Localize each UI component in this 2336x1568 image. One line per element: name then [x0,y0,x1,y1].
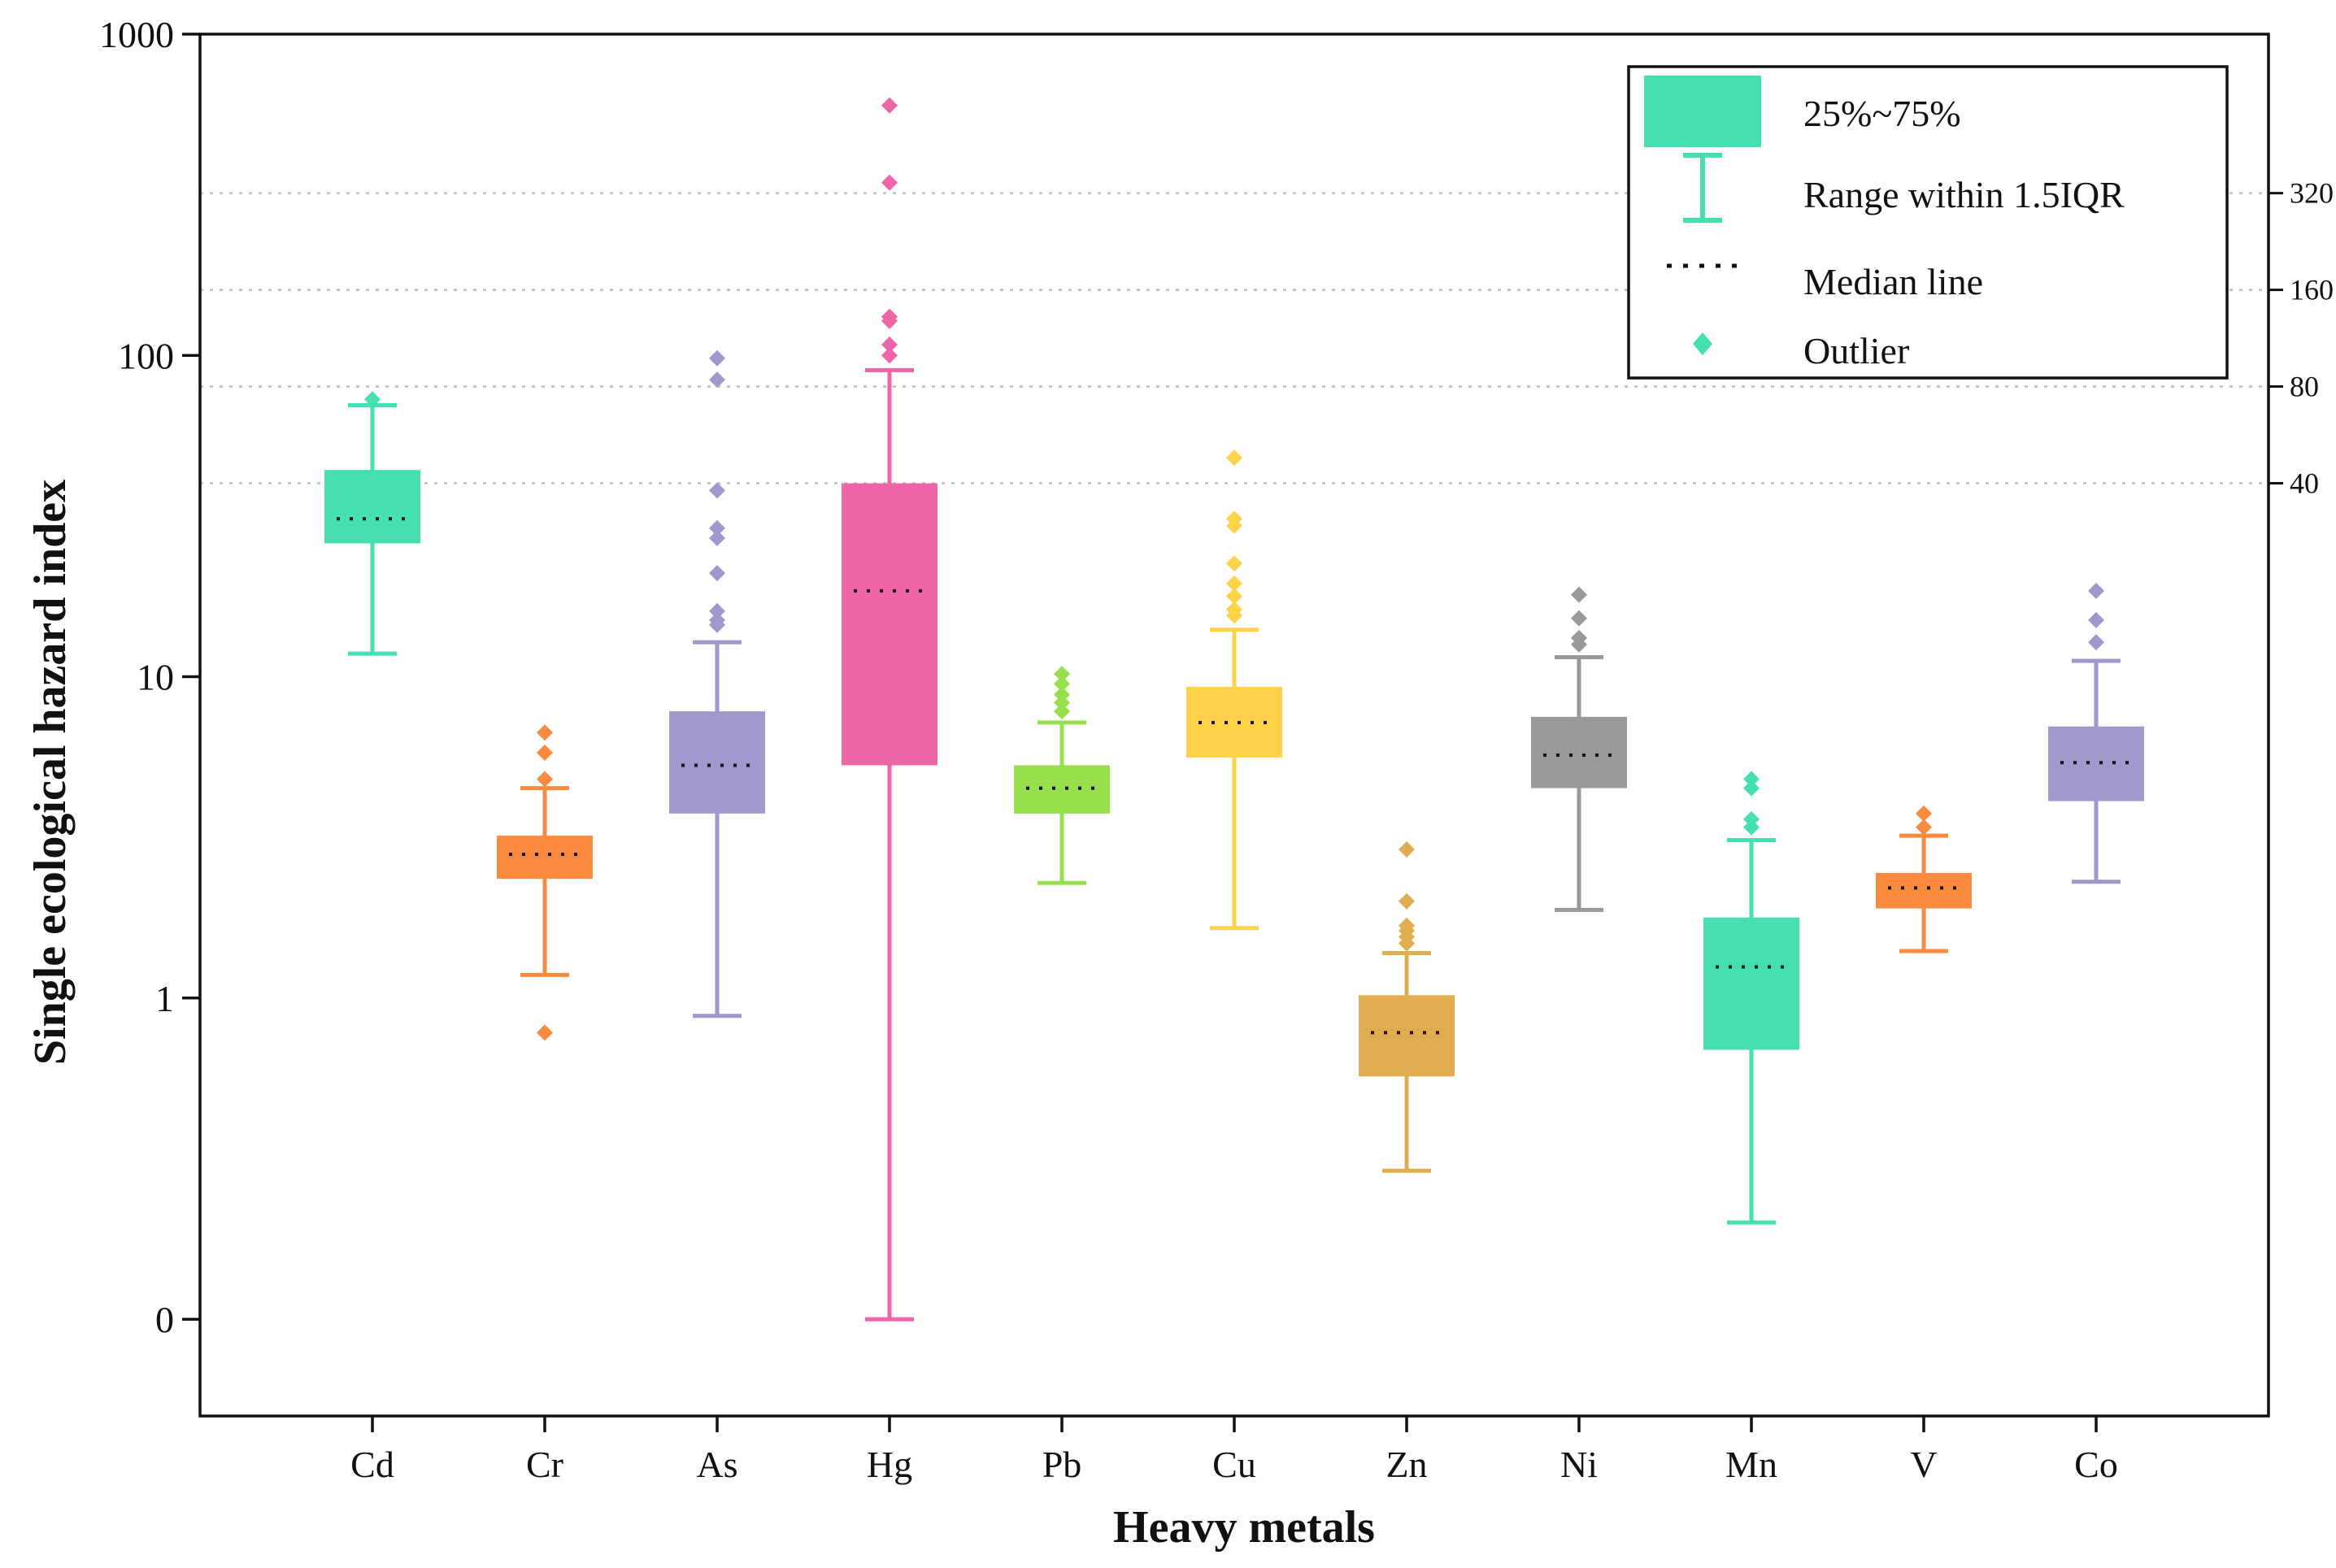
y-tick-label-10: 10 [137,657,174,698]
x-tick-label-cr: Cr [526,1444,563,1485]
outlier-co-2 [2088,582,2104,599]
iqr-box-cr [497,836,593,880]
box-cr [497,724,593,1041]
outlier-v-0 [1916,819,1932,836]
outlier-pb-1 [1054,694,1070,711]
right-tick-label-40: 40 [2290,467,2319,500]
outlier-pb-2 [1054,686,1070,703]
outlier-cr-3 [537,724,553,741]
y-tick-label-1: 1 [155,978,174,1019]
outlier-zn-4 [1399,893,1415,910]
x-tick-label-pb: Pb [1042,1444,1082,1485]
x-tick-label-hg: Hg [867,1444,912,1485]
box-zn [1359,840,1455,1173]
outlier-pb-3 [1054,675,1070,693]
outlier-hg-5 [881,97,898,114]
x-tick-label-mn: Mn [1725,1444,1777,1485]
outlier-mn-2 [1743,780,1760,797]
box-mn [1703,771,1799,1225]
iqr-box-ni [1531,716,1627,788]
outlier-cu-6 [1226,510,1242,528]
box-hg [842,97,937,1322]
x-tick-label-as: As [696,1444,737,1485]
right-tick-label-80: 80 [2290,371,2319,403]
right-tick-label-160: 160 [2290,274,2334,306]
box-cu [1186,450,1282,931]
outlier-cu-1 [1226,601,1242,618]
legend-outlier-label: Outlier [1803,330,1909,371]
legend-box-label: 25%~75% [1803,93,1961,134]
x-tick-label-zn: Zn [1386,1444,1427,1485]
legend-range-label: Range within 1.5IQR [1803,174,2125,215]
outlier-hg-3 [881,308,898,325]
iqr-box-mn [1703,917,1799,1050]
outlier-hg-4 [881,174,898,191]
outlier-as-2 [709,602,725,619]
outlier-mn-3 [1743,771,1760,788]
outlier-pb-0 [1054,703,1070,720]
y-tick-label-1000: 1000 [99,14,174,55]
outlier-as-3 [709,565,725,582]
right-tick-label-320: 320 [2290,177,2334,210]
outlier-cu-2 [1226,588,1242,605]
x-tick-label-v: V [1910,1444,1937,1485]
outlier-as-6 [709,482,725,499]
outlier-pb-4 [1054,666,1070,683]
iqr-box-v [1876,872,1972,909]
outlier-co-0 [2088,634,2104,651]
outlier-cr-0 [537,1024,553,1041]
legend-box-swatch [1644,76,1761,147]
outlier-ni-2 [1571,610,1587,627]
outlier-ni-1 [1571,629,1587,646]
legend-outlier-swatch [1693,332,1712,355]
iqr-box-cd [324,470,420,544]
outlier-cr-2 [537,745,553,762]
legend-median-label: Median line [1803,261,1983,302]
x-axis-title: Heavy metals [1113,1502,1375,1553]
outlier-hg-0 [881,347,898,364]
box-series [324,97,2144,1322]
outlier-cu-7 [1226,450,1242,467]
iqr-box-as [669,711,765,814]
box-as [669,350,765,1019]
outlier-cd-0 [364,391,381,408]
outlier-v-1 [1916,805,1932,822]
outlier-hg-1 [881,337,898,354]
box-co [2048,582,2144,884]
outlier-mn-1 [1743,810,1760,827]
outlier-cu-3 [1226,575,1242,592]
legend: 25%~75% Range within 1.5IQR Median line … [1627,65,2229,380]
outlier-zn-3 [1399,917,1415,934]
y-axis-title: Single ecological hazard index [25,480,76,1065]
x-tick-label-cd: Cd [350,1444,394,1485]
threshold-gridlines: 40 80 160 320 [200,177,2334,500]
box-v [1876,805,1972,953]
outlier-ni-3 [1571,586,1587,603]
legend-range-swatch [1683,153,1722,223]
x-tick-label-cu: Cu [1212,1444,1256,1485]
y-tick-label-0: 0 [155,1299,174,1340]
iqr-box-zn [1359,995,1455,1077]
box-ni [1531,586,1627,912]
outlier-as-1 [709,611,725,628]
axes: 0 1 10 100 1000 Cd Cr As Hg Pb Cu Zn Ni Mn V Co [99,14,2118,1485]
x-tick-label-ni: Ni [1560,1444,1598,1485]
iqr-box-hg [842,483,937,766]
box-pb [1014,666,1110,885]
outlier-as-4 [709,530,725,547]
outlier-zn-5 [1399,840,1415,858]
outlier-as-8 [709,350,725,367]
y-tick-label-100: 100 [118,335,174,376]
outlier-cr-1 [537,771,553,788]
outlier-as-7 [709,371,725,389]
outlier-cu-4 [1226,555,1242,572]
outlier-co-1 [2088,611,2104,628]
box-cd [324,391,420,656]
x-tick-label-co: Co [2074,1444,2118,1485]
outlier-as-5 [709,519,725,536]
